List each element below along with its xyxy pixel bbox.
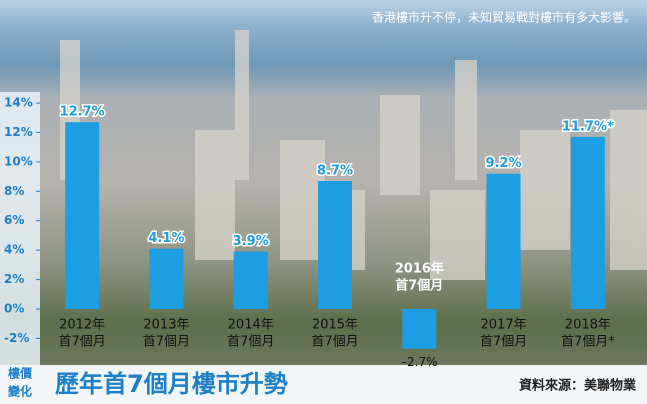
x-tick-label: 2015年 <box>312 318 358 333</box>
y-tick-label: 8% <box>4 184 24 198</box>
bar <box>65 122 100 310</box>
footer-strip <box>0 365 647 404</box>
y-tick-label: 6% <box>4 213 24 227</box>
bar <box>149 248 184 310</box>
x-tick-label: 2017年 <box>481 318 527 333</box>
value-label: 4.1% <box>148 231 184 246</box>
y-label: 變化 <box>7 384 32 399</box>
value-label: 9.2% <box>486 156 522 171</box>
x-tick-label: 首7個月* <box>561 335 615 350</box>
y-tick-label: 2% <box>4 272 24 286</box>
caption: 香港樓市升不停，未知貿易戰對樓市有多大影響。 <box>372 10 636 25</box>
x-tick-label: 2016年 <box>395 261 444 277</box>
y-tick-label: 0% <box>4 302 24 316</box>
x-tick-label: 2018年 <box>565 318 611 333</box>
x-tick-label: 首7個月 <box>227 335 274 350</box>
x-tick-label: 2013年 <box>143 318 189 333</box>
bar <box>402 309 437 349</box>
x-tick-label: 首7個月 <box>311 335 358 350</box>
bar <box>318 181 352 310</box>
x-tick-label: 首7個月 <box>59 335 106 350</box>
source: 資料來源：美聯物業 <box>519 378 637 394</box>
value-label: 8.7% <box>317 164 353 179</box>
buildings <box>60 30 647 280</box>
y-tick-label: 12% <box>4 125 33 139</box>
bar <box>233 251 268 310</box>
x-tick-label: 2012年 <box>59 318 105 333</box>
value-label: –2.7% <box>401 355 438 369</box>
value-label: 3.9% <box>233 234 269 249</box>
x-tick-label: 首7個月 <box>143 335 190 350</box>
y-label: 樓價 <box>8 366 33 381</box>
bar <box>486 173 521 310</box>
y-tick-label: 14% <box>4 96 33 110</box>
value-label: 12.7% <box>60 105 105 120</box>
y-tick-label: -2% <box>4 331 29 345</box>
x-tick-label: 2014年 <box>228 318 274 333</box>
x-tick-label: 首7個月 <box>395 278 443 294</box>
x-tick-label: 首7個月 <box>480 335 527 350</box>
bar <box>570 136 605 310</box>
y-tick-label: 4% <box>4 243 24 257</box>
axis-strip <box>0 92 40 368</box>
value-label: 11.7%* <box>562 119 614 134</box>
y-tick-label: 10% <box>4 154 33 168</box>
chart-title: 歷年首7個月樓市升勢 <box>55 370 288 398</box>
